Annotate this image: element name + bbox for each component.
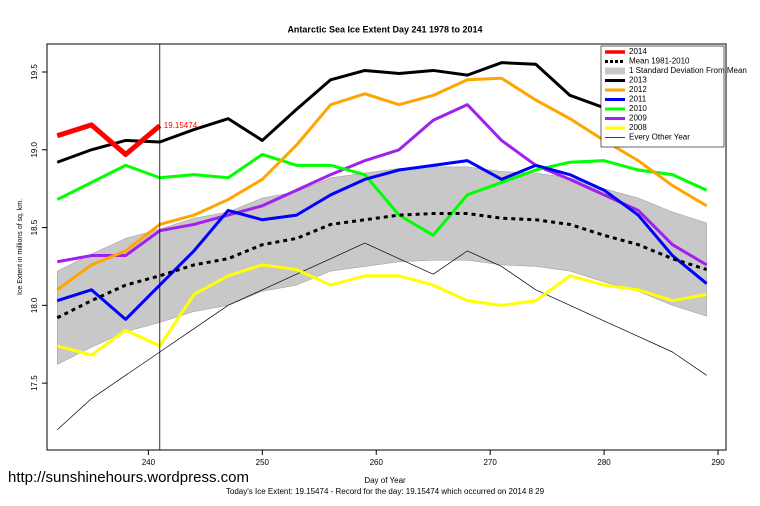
watermark: http://sunshinehours.wordpress.com: [8, 469, 249, 486]
legend-label: 2010: [629, 104, 647, 113]
plot-area: 19.15474: [56, 61, 708, 431]
y-tick-label: 18.5: [30, 219, 39, 235]
legend-label: 2009: [629, 114, 647, 123]
series-line: [56, 61, 707, 164]
y-tick-label: 18.0: [30, 297, 39, 313]
x-tick-label: 260: [370, 458, 384, 467]
x-tick-label: 270: [483, 458, 497, 467]
legend-label: 1 Standard Deviation From Mean: [629, 66, 747, 75]
legend-label: Mean 1981-2010: [629, 57, 690, 66]
footer: Today's Ice Extent: 19.15474 - Record fo…: [226, 487, 545, 496]
legend-swatch: [605, 67, 625, 75]
x-tick-label: 250: [256, 458, 270, 467]
legend-label: 2013: [629, 76, 647, 85]
x-tick-label: 290: [711, 458, 725, 467]
y-tick-label: 19.0: [30, 141, 39, 157]
series-line: [56, 76, 708, 291]
legend-label: 2012: [629, 85, 647, 94]
chart-title: Antarctic Sea Ice Extent Day 241 1978 to…: [287, 24, 482, 34]
series-line: [56, 152, 708, 237]
series-line: [56, 103, 708, 267]
plot-frame: [46, 43, 727, 451]
series-line: [56, 212, 708, 320]
series-line: [56, 122, 162, 157]
legend-label: Every Other Year: [629, 133, 690, 142]
y-tick-label: 17.5: [30, 375, 39, 391]
x-axis-label: Day of Year: [364, 476, 406, 485]
x-tick-label: 280: [597, 458, 611, 467]
series-line: [56, 159, 708, 321]
x-tick-label: 240: [142, 458, 156, 467]
legend-label: 2014: [629, 47, 647, 56]
y-axis-label: Ice Extent in millions of sq. km.: [17, 199, 24, 295]
series-line: [56, 263, 707, 357]
data-label: 19.15474: [164, 121, 198, 130]
series-line: [57, 242, 707, 431]
legend-label: 2008: [629, 123, 647, 132]
y-tick-label: 19.5: [30, 64, 39, 80]
legend-label: 2011: [629, 95, 647, 104]
